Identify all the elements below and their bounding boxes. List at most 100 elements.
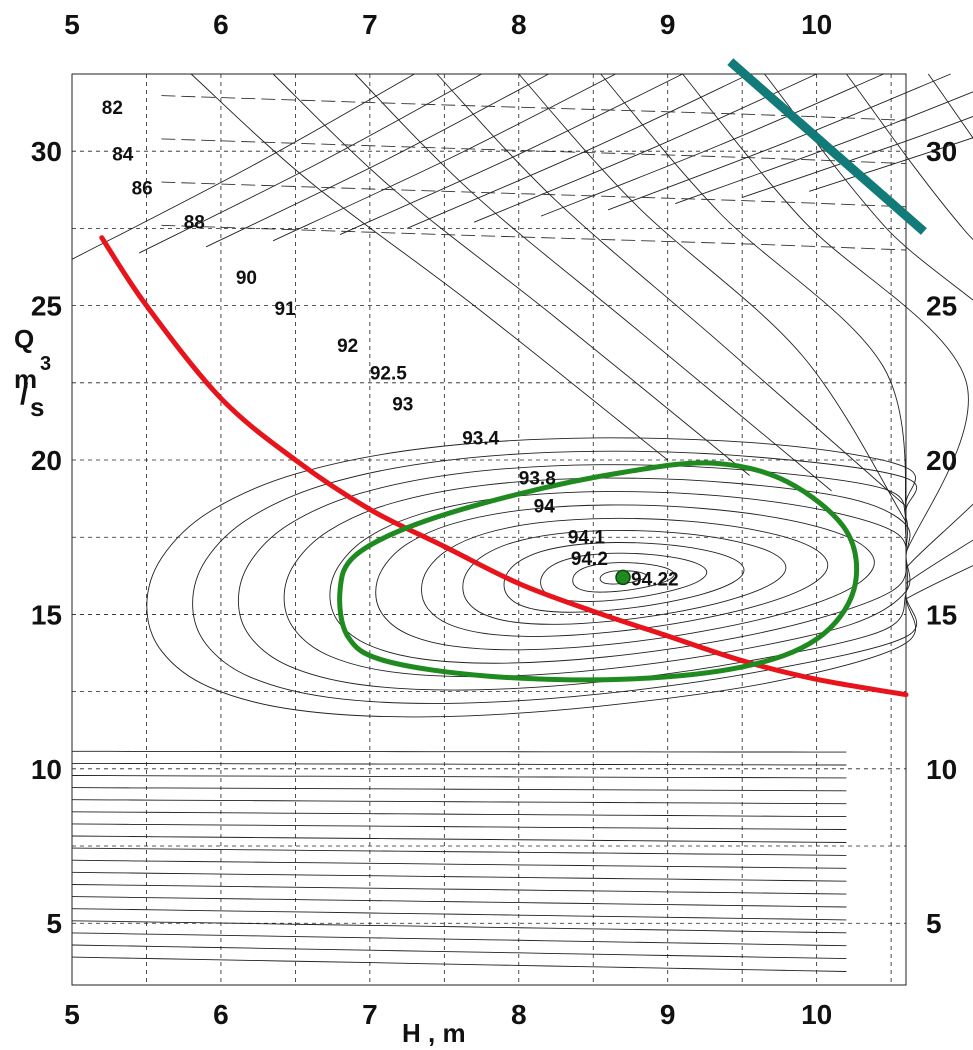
series-lines [99, 58, 927, 698]
background-line [518, 73, 907, 523]
efficiency-contour [599, 570, 647, 585]
background-line [436, 73, 907, 507]
efficiency-contour [462, 529, 787, 625]
background-line [764, 73, 973, 569]
efficiency-contour [375, 504, 875, 651]
y-tick-label-right: 15 [926, 599, 957, 630]
contour-label: 93.8 [519, 469, 556, 490]
efficiency-contour [503, 542, 745, 613]
x-tick-label-bottom: 5 [64, 999, 80, 1030]
background-line [71, 871, 847, 882]
contour-label: 88 [184, 212, 205, 233]
background-line [71, 847, 847, 856]
background-line [607, 73, 951, 211]
grid [71, 73, 907, 986]
background-line [71, 884, 847, 895]
x-tick-label-bottom: 6 [213, 999, 229, 1030]
series-line-3 [727, 58, 927, 235]
contour-labels: 94.22 82 84 86 88 90 91 92 92.5 93 93.4 93.8 94 94.19… [102, 98, 679, 590]
background-line [71, 859, 847, 869]
background-line [138, 73, 482, 254]
background-dashed-line [161, 95, 907, 121]
optimum-label: 94.22 [631, 569, 679, 590]
series-line-1 [99, 235, 909, 698]
background-lines [71, 73, 973, 972]
background-line [846, 73, 973, 584]
x-axis-title: H , m [402, 1018, 466, 1048]
background-line [205, 73, 549, 248]
background-line [71, 823, 847, 830]
x-tick-label-top: 6 [213, 9, 229, 40]
y-axis-title-s: s [30, 392, 44, 422]
y-tick-label-left: 25 [31, 291, 62, 322]
contour-label: 94.2 [571, 549, 608, 570]
contour-label: 91 [275, 299, 297, 320]
x-tick-label-top: 8 [511, 9, 527, 40]
series-line-2 [337, 460, 860, 683]
y-tick-label-right: 30 [926, 136, 957, 167]
efficiency-contour [146, 437, 917, 718]
x-tick-label-top: 5 [64, 9, 80, 40]
efficiency-contour [329, 491, 907, 664]
y-tick-label-right: 10 [926, 754, 957, 785]
background-line [540, 73, 884, 217]
contour-label: 84 [112, 144, 134, 165]
contour-label: 92.5 [370, 364, 407, 385]
background-line [71, 762, 847, 766]
background-line [71, 750, 847, 753]
background-line [71, 932, 847, 947]
y-axis-title-m: m [14, 364, 37, 394]
y-tick-label-right: 20 [926, 445, 957, 476]
background-dashed-line [161, 181, 907, 208]
background-line [354, 73, 832, 492]
contour-label: 93.4 [462, 429, 499, 450]
optimum-marker [615, 569, 631, 586]
x-tick-label-bottom: 10 [801, 999, 832, 1030]
contour-label: 82 [102, 98, 123, 119]
efficiency-contour [421, 517, 829, 637]
background-line [71, 835, 847, 843]
background-line [71, 775, 847, 779]
background-line [190, 73, 668, 461]
x-tick-label-top: 9 [660, 9, 676, 40]
y-axis-title-exp: 3 [40, 353, 51, 375]
y-tick-label-right: 25 [926, 291, 957, 322]
background-line [272, 73, 616, 242]
x-tick-label-top: 7 [362, 9, 378, 40]
y-tick-label-left: 5 [46, 908, 62, 939]
x-tick-label-bottom: 7 [362, 999, 378, 1030]
contour-label: 94.1 [568, 527, 605, 548]
background-line [809, 137, 973, 192]
y-tick-label-left: 30 [31, 136, 62, 167]
background-line [71, 896, 847, 908]
contour-label: 90 [236, 268, 257, 289]
y-axis-title-slash: / [20, 378, 29, 411]
y-axis-title-q: Q [14, 324, 34, 354]
contour-label: 94 [534, 497, 556, 518]
y-tick-label-right: 5 [926, 908, 942, 939]
y-tick-label-left: 10 [31, 754, 62, 785]
x-tick-label-top: 10 [801, 9, 832, 40]
background-dashed-line [161, 224, 907, 251]
contour-label: 86 [132, 178, 153, 199]
background-line [71, 811, 847, 818]
x-tick-label-bottom: 9 [660, 999, 676, 1030]
background-line [675, 91, 973, 205]
efficiency-contour [540, 552, 708, 602]
x-tick-label-bottom: 8 [511, 999, 527, 1030]
efficiency-contour [283, 477, 911, 678]
efficiency-contour [192, 450, 918, 704]
background-line [71, 799, 847, 805]
background-line [71, 908, 847, 921]
background-line [742, 116, 973, 198]
efficiency-contour [572, 562, 675, 593]
contour-label: 92 [337, 336, 358, 357]
y-axis-title: Q m 3 / s [14, 324, 51, 422]
background-line [682, 73, 969, 553]
background-line [71, 920, 847, 934]
background-line [71, 944, 847, 960]
contour-label: 93 [392, 395, 413, 416]
y-tick-label-left: 15 [31, 599, 62, 630]
